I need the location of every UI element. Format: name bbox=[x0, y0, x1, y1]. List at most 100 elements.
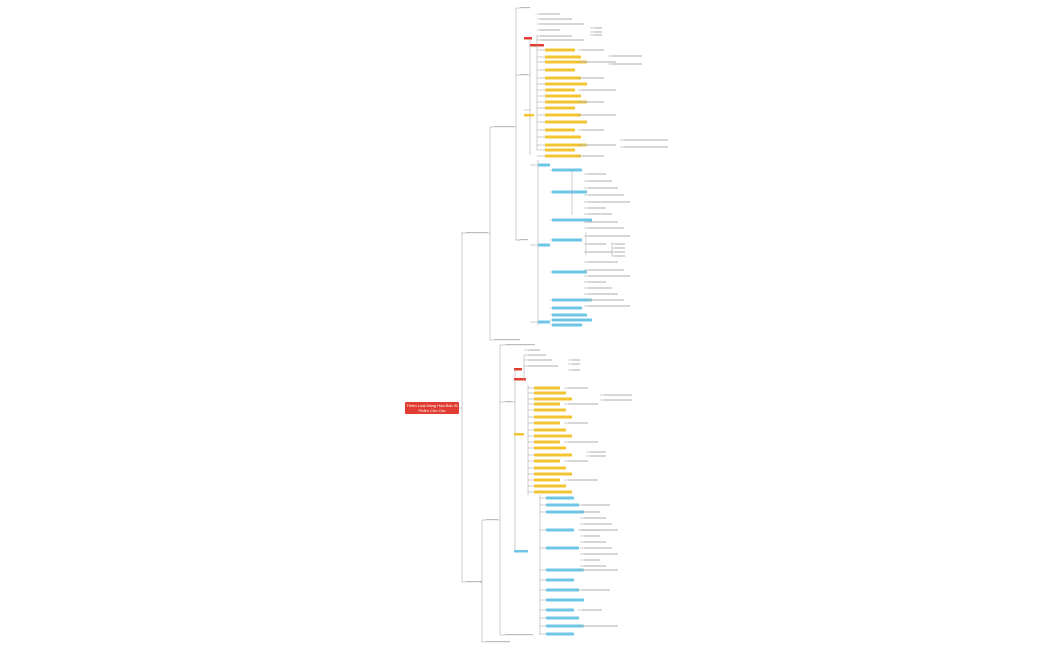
yellow-node[interactable] bbox=[545, 68, 575, 72]
blue-node[interactable] bbox=[546, 510, 584, 514]
yellow-node[interactable] bbox=[545, 48, 575, 52]
yellow-node[interactable] bbox=[534, 472, 572, 476]
node-text bbox=[582, 625, 618, 627]
yellow-node[interactable] bbox=[534, 408, 566, 412]
yellow-node[interactable] bbox=[534, 434, 572, 438]
blue-node[interactable] bbox=[546, 616, 579, 620]
yellow-node[interactable] bbox=[545, 135, 581, 139]
yellow-node[interactable] bbox=[534, 478, 560, 482]
node-text bbox=[528, 359, 552, 361]
node-text bbox=[505, 634, 533, 636]
blue-node[interactable] bbox=[546, 528, 574, 532]
yellow-node[interactable] bbox=[545, 76, 581, 80]
node-text bbox=[568, 422, 588, 424]
blue-node[interactable] bbox=[552, 190, 587, 194]
node-text bbox=[582, 49, 604, 51]
blue-node[interactable] bbox=[552, 218, 592, 222]
yellow-node[interactable] bbox=[534, 415, 572, 419]
node-text bbox=[568, 460, 588, 462]
node-text bbox=[520, 74, 528, 76]
blue-node[interactable] bbox=[552, 270, 587, 274]
yellow-node[interactable] bbox=[545, 55, 581, 59]
yellow-node[interactable] bbox=[534, 386, 560, 390]
blue-node[interactable] bbox=[538, 243, 550, 247]
blue-node[interactable] bbox=[552, 168, 582, 172]
yellow-node[interactable] bbox=[534, 446, 566, 450]
node-text bbox=[572, 369, 580, 371]
yellow-node[interactable] bbox=[545, 154, 581, 158]
yellow-node[interactable] bbox=[545, 94, 581, 98]
node-text bbox=[588, 227, 624, 229]
blue-node[interactable] bbox=[546, 578, 574, 582]
node-text bbox=[540, 39, 584, 41]
blue-node[interactable] bbox=[546, 632, 574, 636]
blue-node[interactable] bbox=[546, 546, 579, 550]
yellow-node[interactable] bbox=[534, 453, 572, 457]
node-text bbox=[584, 553, 618, 555]
red-node[interactable] bbox=[514, 378, 526, 381]
node-text bbox=[582, 114, 616, 116]
yellow-node[interactable] bbox=[545, 120, 587, 124]
red-node[interactable] bbox=[524, 37, 532, 40]
yellow-node[interactable] bbox=[534, 484, 566, 488]
yellow-node[interactable] bbox=[545, 82, 587, 86]
yellow-node[interactable] bbox=[524, 114, 534, 117]
yellow-node[interactable] bbox=[534, 402, 560, 406]
node-text bbox=[505, 344, 535, 346]
blue-node[interactable] bbox=[552, 323, 582, 327]
yellow-node[interactable] bbox=[545, 106, 575, 110]
node-text bbox=[590, 451, 606, 453]
node-text bbox=[568, 441, 598, 443]
node-text bbox=[624, 146, 668, 148]
node-text bbox=[584, 547, 612, 549]
yellow-node[interactable] bbox=[545, 100, 587, 104]
yellow-node[interactable] bbox=[534, 421, 560, 425]
yellow-node[interactable] bbox=[534, 391, 566, 395]
blue-node[interactable] bbox=[538, 163, 550, 167]
blue-node[interactable] bbox=[538, 320, 550, 324]
yellow-node[interactable] bbox=[545, 60, 587, 64]
node-text bbox=[594, 31, 602, 33]
node-text bbox=[615, 247, 625, 249]
node-text bbox=[588, 194, 624, 196]
node-text bbox=[588, 187, 618, 189]
blue-node[interactable] bbox=[552, 318, 592, 322]
yellow-node[interactable] bbox=[534, 440, 560, 444]
node-text bbox=[624, 139, 668, 141]
node-text bbox=[568, 479, 598, 481]
blue-node[interactable] bbox=[546, 598, 584, 602]
node-text bbox=[584, 541, 606, 543]
node-text bbox=[588, 261, 618, 263]
blue-node[interactable] bbox=[546, 496, 574, 500]
yellow-node[interactable] bbox=[514, 433, 524, 436]
node-text bbox=[590, 455, 606, 457]
yellow-node[interactable] bbox=[534, 428, 566, 432]
blue-node[interactable] bbox=[546, 503, 579, 507]
red-node[interactable] bbox=[514, 368, 522, 371]
node-text bbox=[588, 299, 624, 301]
blue-node[interactable] bbox=[546, 624, 584, 628]
blue-node[interactable] bbox=[552, 238, 582, 242]
yellow-node[interactable] bbox=[534, 490, 572, 494]
blue-node[interactable] bbox=[552, 306, 582, 310]
yellow-node[interactable] bbox=[545, 128, 575, 132]
blue-node[interactable] bbox=[552, 313, 587, 317]
blue-node[interactable] bbox=[552, 298, 592, 302]
yellow-node[interactable] bbox=[545, 148, 575, 152]
node-text bbox=[588, 287, 612, 289]
yellow-node[interactable] bbox=[534, 459, 560, 463]
blue-node[interactable] bbox=[546, 568, 584, 572]
blue-node[interactable] bbox=[514, 550, 528, 553]
root-node[interactable]: Thêm Loại Hàng Hóa Bán Sỉ Phẩm Cho Các bbox=[405, 402, 459, 414]
yellow-node[interactable] bbox=[534, 466, 566, 470]
yellow-node[interactable] bbox=[534, 397, 572, 401]
yellow-node[interactable] bbox=[545, 143, 587, 147]
yellow-node[interactable] bbox=[545, 88, 575, 92]
node-text bbox=[588, 207, 606, 209]
yellow-node[interactable] bbox=[545, 113, 581, 117]
blue-node[interactable] bbox=[546, 608, 574, 612]
node-text bbox=[582, 569, 618, 571]
blue-node[interactable] bbox=[546, 588, 579, 592]
node-text bbox=[540, 13, 560, 15]
node-text bbox=[528, 365, 558, 367]
